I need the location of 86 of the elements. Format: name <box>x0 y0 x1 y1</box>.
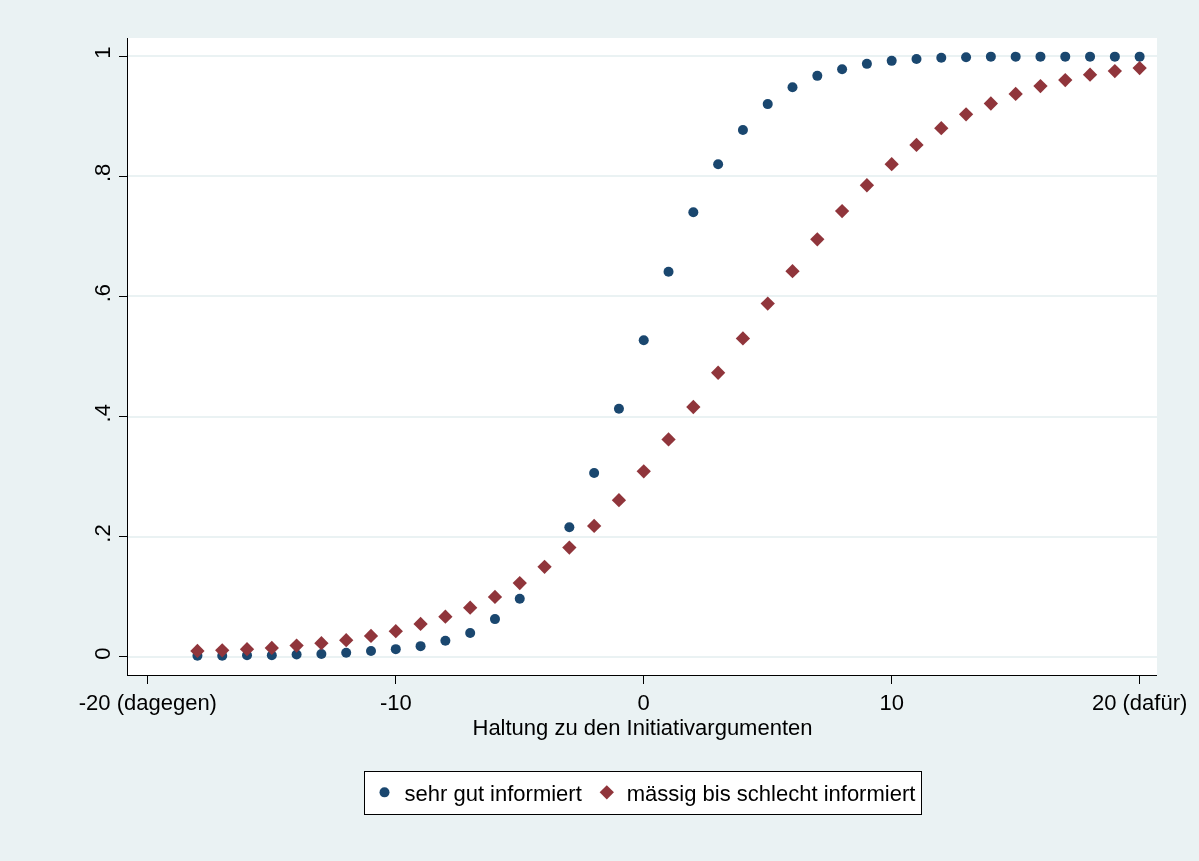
point <box>663 266 674 277</box>
point <box>190 643 205 659</box>
y-tick-label: 1 <box>90 46 116 59</box>
point <box>239 642 255 657</box>
point <box>339 633 354 648</box>
point <box>1010 51 1021 62</box>
point <box>465 627 476 638</box>
y-tick-label: .4 <box>90 404 116 423</box>
point <box>787 82 798 93</box>
point <box>363 628 379 644</box>
point <box>264 640 279 656</box>
point <box>713 159 724 170</box>
x-axis-title: Haltung zu den Initiativargumenten <box>472 715 813 741</box>
point <box>215 643 230 658</box>
point <box>661 432 676 447</box>
point <box>415 641 426 652</box>
point <box>388 623 403 639</box>
point <box>613 403 624 414</box>
point <box>735 331 751 346</box>
point <box>710 365 726 380</box>
point <box>1060 51 1071 62</box>
point <box>463 600 478 615</box>
point <box>1058 72 1073 88</box>
y-tick-label: .2 <box>90 524 116 543</box>
point <box>537 559 552 574</box>
x-tick-label: -20 (dagegen) <box>78 690 217 716</box>
point <box>636 464 651 479</box>
point <box>514 593 525 604</box>
legend-label: mässig bis schlecht informiert <box>626 780 916 806</box>
point <box>1082 67 1098 82</box>
point <box>958 107 974 122</box>
point <box>438 609 453 624</box>
point <box>341 647 352 658</box>
y-tick-label: 0 <box>90 647 116 660</box>
point <box>985 51 996 62</box>
point <box>564 522 575 533</box>
point <box>934 120 949 136</box>
point <box>936 52 947 63</box>
point <box>1033 78 1048 94</box>
point <box>861 58 872 69</box>
point <box>911 54 922 65</box>
point <box>909 137 924 153</box>
point <box>810 232 825 247</box>
point <box>638 335 649 346</box>
point <box>440 635 451 646</box>
point <box>487 589 503 605</box>
point <box>785 264 800 279</box>
point <box>289 638 304 653</box>
x-tick-label: 10 <box>879 690 904 716</box>
point <box>762 99 773 110</box>
y-tick-label: .8 <box>90 163 116 183</box>
point <box>1008 86 1023 102</box>
point <box>837 64 848 75</box>
x-tick-label: -10 <box>379 690 412 716</box>
point <box>413 616 428 632</box>
point <box>489 614 500 625</box>
point <box>1035 51 1046 62</box>
point <box>365 645 376 656</box>
point <box>589 468 600 479</box>
point <box>760 296 775 311</box>
point <box>1107 63 1122 79</box>
point <box>834 203 850 219</box>
point <box>983 96 999 111</box>
point <box>1109 51 1120 62</box>
point <box>562 540 577 555</box>
point <box>316 648 327 659</box>
point <box>961 52 972 63</box>
point <box>1085 51 1096 62</box>
point <box>1132 60 1147 76</box>
point <box>859 178 875 193</box>
point <box>390 644 401 655</box>
legend-label: sehr gut informiert <box>404 780 582 806</box>
point <box>512 575 527 591</box>
point <box>686 399 701 415</box>
point <box>886 55 897 66</box>
x-tick-label: 20 (dafür) <box>1091 690 1188 716</box>
point <box>587 518 602 534</box>
x-tick-label: 0 <box>637 690 650 716</box>
point <box>611 492 627 508</box>
point <box>688 207 699 218</box>
y-tick-label: .6 <box>90 283 116 303</box>
point <box>737 124 748 135</box>
point <box>884 157 899 172</box>
point <box>812 70 823 81</box>
point <box>314 636 329 651</box>
point <box>1134 51 1145 62</box>
